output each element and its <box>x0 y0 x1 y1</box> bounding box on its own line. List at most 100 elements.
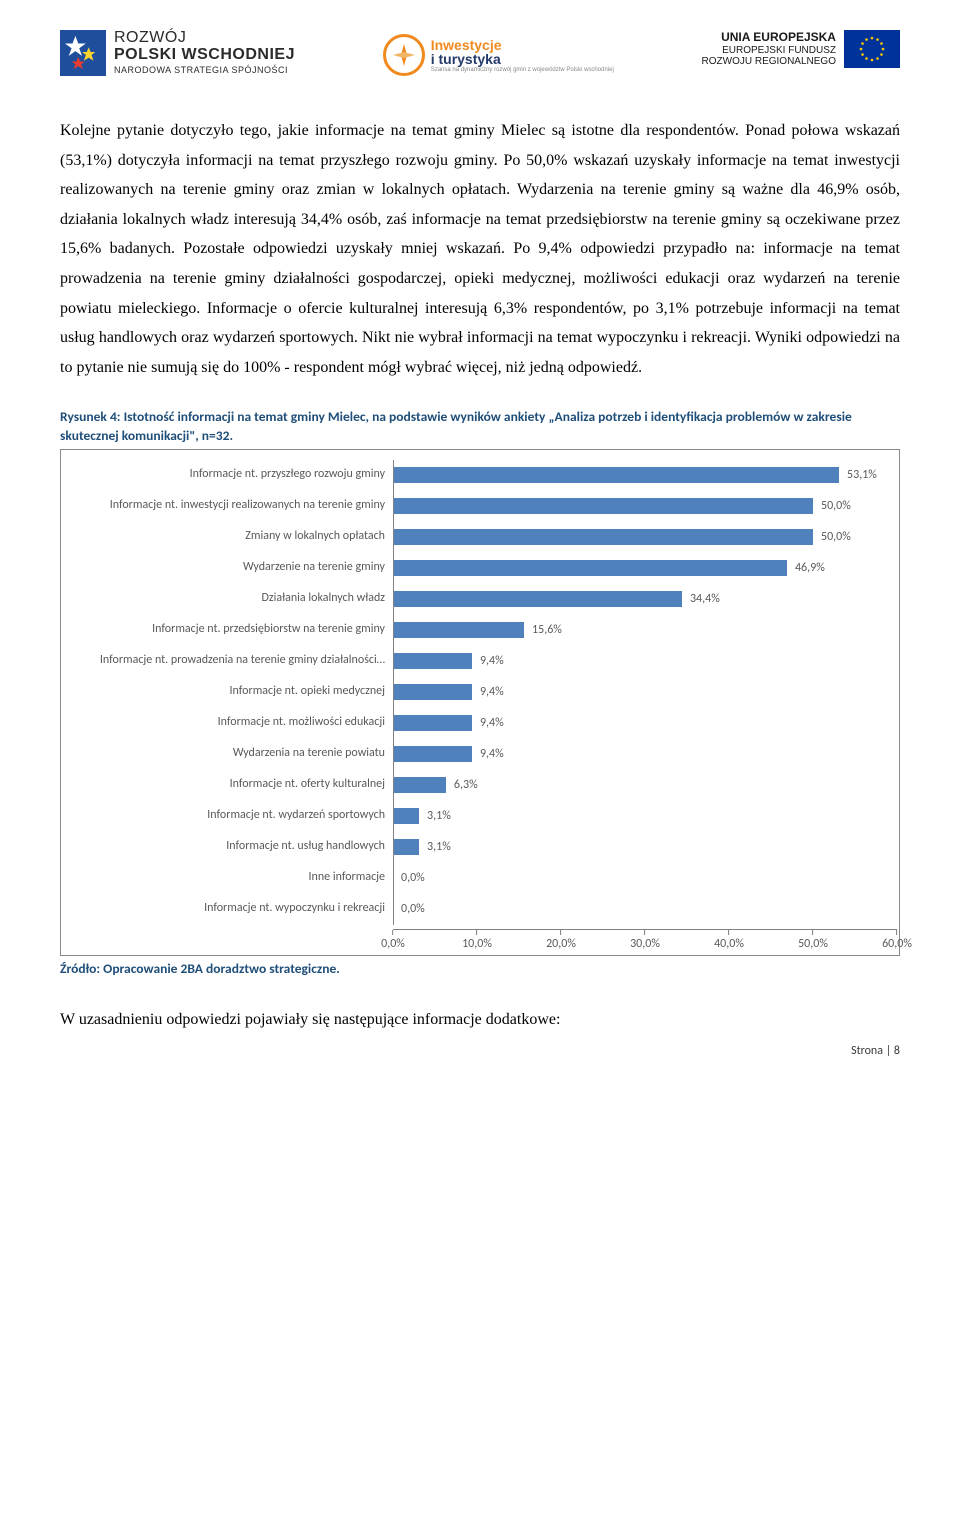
chart-source: Źródło: Opracowanie 2BA doradztwo strate… <box>60 960 900 977</box>
tick-mark <box>728 930 729 935</box>
header-logos: ROZWÓJ POLSKI WSCHODNIEJ NARODOWA STRATE… <box>60 30 900 76</box>
chart-value-label: 46,9% <box>795 561 825 575</box>
chart-value-label: 9,4% <box>480 716 504 730</box>
chart-row-label: Informacje nt. przyszłego rozwoju gminy <box>63 468 393 482</box>
chart-bar <box>393 653 472 669</box>
chart-y-axis-line <box>393 460 394 925</box>
chart-x-tick: 40,0% <box>714 930 744 951</box>
chart-row: Informacje nt. przedsiębiorstw na tereni… <box>63 615 897 646</box>
chart-bar <box>393 467 839 483</box>
chart-value-label: 6,3% <box>454 778 478 792</box>
tick-label: 0,0% <box>381 937 405 951</box>
chart-bar <box>393 777 446 793</box>
chart-x-tick: 50,0% <box>798 930 828 951</box>
chart-row: Informacje nt. opieki medycznej 9,4% <box>63 677 897 708</box>
chart-barcell: 0,0% <box>393 894 897 925</box>
chart-bar <box>393 622 524 638</box>
chart-bar <box>393 746 472 762</box>
chart-value-label: 15,6% <box>532 623 562 637</box>
chart-value-label: 9,4% <box>480 747 504 761</box>
chart-bar <box>393 560 787 576</box>
tick-label: 30,0% <box>630 937 660 951</box>
tick-mark <box>393 930 394 935</box>
chart-value-label: 50,0% <box>821 530 851 544</box>
chart-bar <box>393 684 472 700</box>
chart-row-label: Informacje nt. opieki medycznej <box>63 685 393 699</box>
chart-row: Wydarzenie na terenie gminy 46,9% <box>63 553 897 584</box>
chart-row: Informacje nt. inwestycji realizowanych … <box>63 491 897 522</box>
chart-bar <box>393 839 419 855</box>
chart-row-label: Zmiany w lokalnych opłatach <box>63 530 393 544</box>
chart-value-label: 3,1% <box>427 809 451 823</box>
figure-caption: Rysunek 4: Istotność informacji na temat… <box>60 408 900 444</box>
logo-eu-line3: ROZWOJU REGIONALNEGO <box>702 56 836 67</box>
chart-row-label: Informacje nt. wypoczynku i rekreacji <box>63 902 393 916</box>
chart-value-label: 0,0% <box>401 871 425 885</box>
tick-mark <box>560 930 561 935</box>
chart-row-label: Wydarzenia na terenie powiatu <box>63 747 393 761</box>
chart-value-label: 53,1% <box>847 468 877 482</box>
chart-barcell: 34,4% <box>393 584 897 615</box>
chart-x-tick: 60,0% <box>882 930 912 951</box>
tick-mark <box>476 930 477 935</box>
chart-bar <box>393 808 419 824</box>
chart-row-label: Informacje nt. możliwości edukacji <box>63 716 393 730</box>
chart-barcell: 46,9% <box>393 553 897 584</box>
chart-row: Informacje nt. usług handlowych3,1% <box>63 832 897 863</box>
tick-label: 40,0% <box>714 937 744 951</box>
logo-inwestycje-line3: Szansa na dynamiczny rozwój gmin z wojew… <box>431 67 614 73</box>
chart-barcell: 3,1% <box>393 832 897 863</box>
chart-row: Informacje nt. możliwości edukacji 9,4% <box>63 708 897 739</box>
chart-row-label: Wydarzenie na terenie gminy <box>63 561 393 575</box>
logo-eu-line1: UNIA EUROPEJSKA <box>702 31 836 44</box>
logo-rozwoj-line2: POLSKI WSCHODNIEJ <box>114 47 295 64</box>
logo-rozwoj-line3: NARODOWA STRATEGIA SPÓJNOŚCI <box>114 66 295 75</box>
logo-rozwoj-text: ROZWÓJ POLSKI WSCHODNIEJ NARODOWA STRATE… <box>114 30 295 75</box>
chart-row: Informacje nt. wypoczynku i rekreacji 0,0… <box>63 894 897 925</box>
chart-row: Inne informacje 0,0% <box>63 863 897 894</box>
chart-rows: Informacje nt. przyszłego rozwoju gminy5… <box>63 460 897 925</box>
chart-row: Informacje nt. prowadzenia na terenie gm… <box>63 646 897 677</box>
chart-row-label: Inne informacje <box>63 871 393 885</box>
chart-x-tick: 20,0% <box>546 930 576 951</box>
compass-icon <box>383 34 425 76</box>
chart-value-label: 0,0% <box>401 902 425 916</box>
chart-x-tick: 30,0% <box>630 930 660 951</box>
chart-barcell: 0,0% <box>393 863 897 894</box>
eu-flag-icon <box>844 30 900 68</box>
logo-eu: UNIA EUROPEJSKA EUROPEJSKI FUNDUSZ ROZWO… <box>702 30 900 68</box>
followup-text: W uzasadnieniu odpowiedzi pojawiały się … <box>60 1005 900 1035</box>
chart-bar <box>393 715 472 731</box>
chart-barcell: 50,0% <box>393 491 897 522</box>
logo-inwestycje-text: Inwestycje i turystyka Szansa na dynamic… <box>431 38 614 73</box>
chart-row-label: Informacje nt. wydarzeń sportowych <box>63 809 393 823</box>
chart-inner: Informacje nt. przyszłego rozwoju gminy5… <box>63 460 897 949</box>
chart-row-label: Informacje nt. prowadzenia na terenie gm… <box>63 654 393 668</box>
chart-barcell: 9,4% <box>393 739 897 770</box>
chart-row: Informacje nt. wydarzeń sportowych 3,1% <box>63 801 897 832</box>
chart-barcell: 6,3% <box>393 770 897 801</box>
logo-rozwoj: ROZWÓJ POLSKI WSCHODNIEJ NARODOWA STRATE… <box>60 30 295 76</box>
chart-row-label: Działania lokalnych władz <box>63 592 393 606</box>
chart-value-label: 34,4% <box>690 592 720 606</box>
chart-x-axis: 0,0%10,0%20,0%30,0%40,0%50,0%60,0% <box>63 929 897 949</box>
chart-barcell: 9,4% <box>393 646 897 677</box>
tick-label: 60,0% <box>882 937 912 951</box>
chart-value-label: 9,4% <box>480 685 504 699</box>
logo-rozwoj-line1: ROZWÓJ <box>114 30 295 47</box>
chart-row: Działania lokalnych władz 34,4% <box>63 584 897 615</box>
tick-mark <box>812 930 813 935</box>
body-paragraph: Kolejne pytanie dotyczyło tego, jakie in… <box>60 116 900 382</box>
chart-container: Informacje nt. przyszłego rozwoju gminy5… <box>60 449 900 956</box>
chart-x-tick: 0,0% <box>381 930 405 951</box>
chart-row: Informacje nt. przyszłego rozwoju gminy 5… <box>63 460 897 491</box>
tick-mark <box>896 930 897 935</box>
logo-inwestycje-line1: Inwestycje <box>431 38 614 52</box>
chart-barcell: 53,1% <box>393 460 897 491</box>
chart-barcell: 3,1% <box>393 801 897 832</box>
chart-row: Zmiany w lokalnych opłatach 50,0% <box>63 522 897 553</box>
chart-barcell: 9,4% <box>393 708 897 739</box>
tick-mark <box>644 930 645 935</box>
chart-row-label: Informacje nt. oferty kulturalnej <box>63 778 393 792</box>
chart-row-label: Informacje nt. inwestycji realizowanych … <box>63 499 393 513</box>
